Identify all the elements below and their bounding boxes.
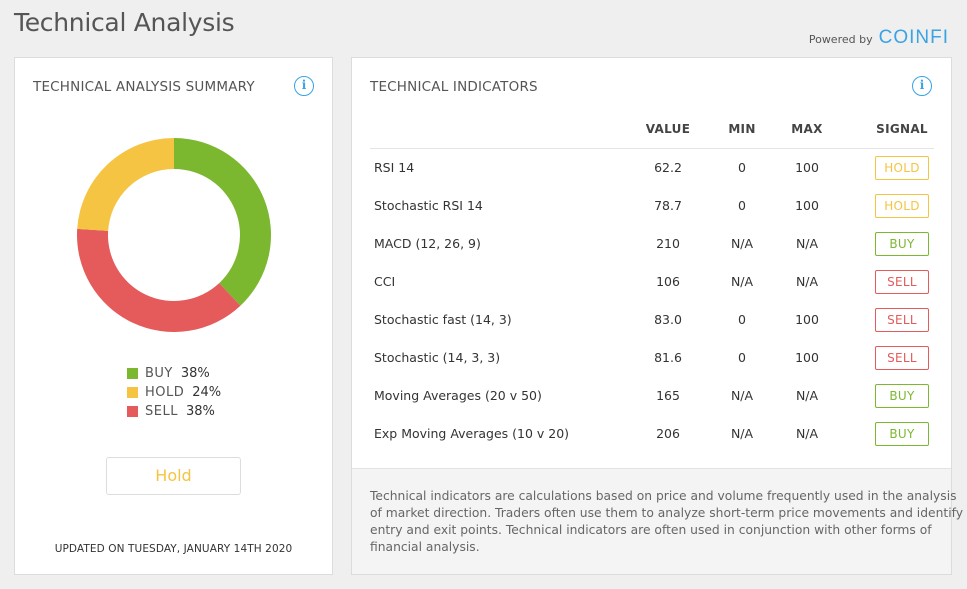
table-row: Moving Averages (20 v 50) 165 N/A N/A BUY [352,377,951,415]
powered-by: Powered by COINFI [809,27,949,49]
indicator-min: N/A [730,388,754,403]
legend-value: 38% [180,366,210,381]
indicator-max: 100 [795,312,819,327]
summary-signal-button[interactable]: Hold [106,457,241,495]
indicator-min: 0 [738,198,746,213]
header-divider [370,148,934,149]
column-header-value: VALUE [645,122,691,136]
summary-title: TECHNICAL ANALYSIS SUMMARY [33,79,255,95]
indicator-max: N/A [795,388,819,403]
signal-badge: BUY [875,422,929,446]
legend-swatch [127,368,138,379]
signal-badge: SELL [875,346,929,370]
indicator-max: 100 [795,350,819,365]
powered-by-label: Powered by [808,33,873,46]
indicator-name: Moving Averages (20 v 50) [374,388,542,403]
indicator-name: Stochastic RSI 14 [374,198,483,213]
summary-legend: BUY 38% HOLD 24% SELL 38% [127,364,221,421]
legend-value: 38% [185,404,215,419]
summary-donut-chart [77,138,271,332]
legend-label: SELL [145,404,178,419]
signal-badge: SELL [875,308,929,332]
indicator-value: 106 [656,274,680,289]
indicators-title: TECHNICAL INDICATORS [370,79,538,95]
indicators-card: TECHNICAL INDICATORS i VALUE MIN MAX SIG… [351,57,963,575]
signal-badge: HOLD [875,156,929,180]
indicator-name: MACD (12, 26, 9) [374,236,481,251]
coinfi-logo[interactable]: COINFI [878,27,949,48]
indicator-name: RSI 14 [374,160,415,175]
indicator-name: Stochastic (14, 3, 3) [374,350,501,365]
table-row: Stochastic (14, 3, 3) 81.6 0 100 SELL [352,339,951,377]
indicator-max: 100 [795,160,819,175]
info-icon[interactable]: i [294,76,314,96]
indicator-min: N/A [730,236,754,251]
indicator-max: 100 [795,198,819,213]
indicator-name: Stochastic fast (14, 3) [374,312,512,327]
legend-label: HOLD [145,385,185,400]
table-row: MACD (12, 26, 9) 210 N/A N/A BUY [352,225,951,263]
table-row: Stochastic fast (14, 3) 83.0 0 100 SELL [352,301,951,339]
indicator-value: 210 [656,236,680,251]
legend-item: SELL 38% [127,402,221,421]
indicator-max: N/A [795,426,819,441]
signal-badge: SELL [875,270,929,294]
page-title: Technical Analysis [14,8,235,37]
info-icon[interactable]: i [912,76,932,96]
indicator-value: 165 [656,388,680,403]
legend-item: HOLD 24% [127,383,221,402]
donut-slice-hold[interactable] [77,138,174,231]
column-header-signal: SIGNAL [876,122,928,136]
indicator-min: 0 [738,312,746,327]
indicator-min: N/A [730,274,754,289]
signal-badge: BUY [875,232,929,256]
updated-timestamp: UPDATED ON TUESDAY, JANUARY 14TH 2020 [54,543,293,555]
signal-badge: HOLD [875,194,929,218]
donut-slice-sell[interactable] [77,228,241,332]
column-header-min: MIN [728,122,756,136]
indicators-description: Technical indicators are calculations ba… [370,489,963,554]
table-row: RSI 14 62.2 0 100 HOLD [352,149,951,187]
indicator-value: 62.2 [654,160,682,175]
table-row: Stochastic RSI 14 78.7 0 100 HOLD [352,187,951,225]
column-header-max: MAX [791,122,823,136]
indicator-min: 0 [738,160,746,175]
indicator-min: 0 [738,350,746,365]
indicator-value: 81.6 [654,350,682,365]
indicator-name: CCI [374,274,396,289]
indicator-min: N/A [730,426,754,441]
indicator-name: Exp Moving Averages (10 v 20) [374,426,570,441]
legend-swatch [127,387,138,398]
table-row: CCI 106 N/A N/A SELL [352,263,951,301]
legend-label: BUY [145,366,173,381]
indicator-value: 83.0 [654,312,682,327]
indicator-value: 206 [656,426,680,441]
legend-item: BUY 38% [127,364,221,383]
indicators-table-panel: TECHNICAL INDICATORS i VALUE MIN MAX SIG… [352,58,951,469]
donut-slice-buy[interactable] [174,138,271,306]
summary-card: TECHNICAL ANALYSIS SUMMARY i BUY 38% HOLD 2… [14,57,333,575]
legend-swatch [127,406,138,417]
indicator-value: 78.7 [654,198,682,213]
legend-value: 24% [192,385,222,400]
indicator-max: N/A [795,236,819,251]
indicator-max: N/A [795,274,819,289]
signal-badge: BUY [875,384,929,408]
table-row: Exp Moving Averages (10 v 20) 206 N/A N/A BU… [352,415,951,453]
